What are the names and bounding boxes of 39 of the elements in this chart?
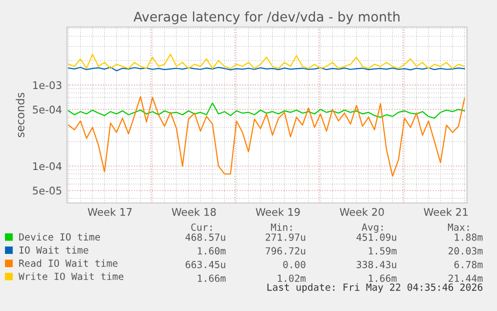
text: 6.78m: [454, 260, 483, 268]
text: Last update: Fri May 22 04:35:46 2026: [267, 283, 482, 293]
x-tick-label: Week 20: [340, 208, 384, 216]
text: Max:: [448, 224, 469, 231]
text: Min:: [270, 223, 292, 231]
legend-label: Device IO time: [19, 233, 100, 241]
legend-label: Write IO Wait time: [18, 272, 124, 280]
y-tick-label: 1e-04: [33, 162, 62, 170]
text: 796.72u: [266, 247, 306, 255]
y-tick-label: 5e-04: [32, 106, 62, 114]
text: Cur:: [191, 223, 212, 231]
line-series: [68, 96, 466, 177]
text: 0.00: [283, 260, 306, 268]
text: 20.03m: [448, 247, 483, 255]
legend-label: IO Wait time: [20, 246, 88, 254]
x-tick-label: Week 19: [256, 208, 300, 216]
text: 451.09u: [356, 233, 396, 241]
text: 1.88m: [454, 233, 483, 241]
text: 1.66m: [368, 274, 397, 282]
text: Avg:: [362, 224, 383, 233]
line-series: [68, 102, 466, 119]
text: 271.97u: [266, 233, 306, 241]
line-series: [68, 54, 466, 70]
x-tick-label: Week 21: [424, 208, 468, 216]
text: 21.44m: [448, 274, 483, 282]
x-tick-label: Week 17: [88, 208, 132, 216]
y-tick-label: 1e-03: [33, 81, 62, 90]
y-axis-title: seconds: [16, 92, 24, 138]
chart-title: Average latency for /dev/vda - by month: [134, 11, 400, 24]
text: 1.02m: [278, 274, 306, 282]
text: 1.66m: [198, 274, 226, 282]
text: 468.57u: [186, 233, 226, 241]
legend-label: Read IO Wait time: [19, 259, 118, 267]
text: 663.45u: [186, 260, 226, 268]
y-tick-label: 5e-05: [32, 186, 62, 195]
text: 1.59m: [368, 247, 397, 255]
text: 338.43u: [356, 260, 396, 268]
x-tick-label: Week 18: [172, 208, 216, 216]
text: 1.60m: [198, 247, 226, 255]
